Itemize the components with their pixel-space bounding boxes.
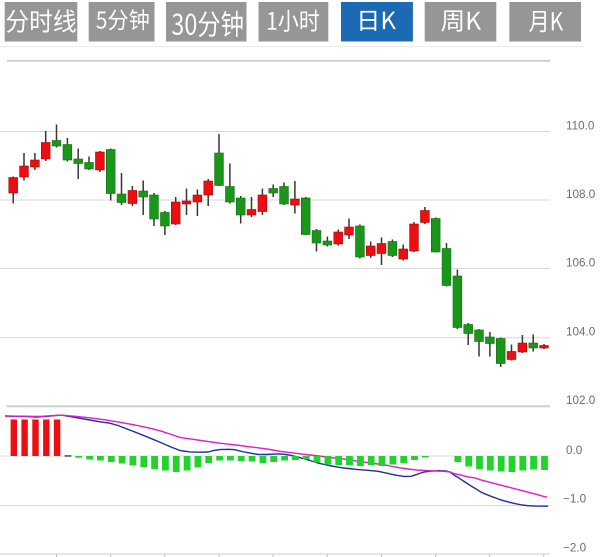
- svg-text:0.0: 0.0: [566, 444, 583, 457]
- svg-text:−1.0: −1.0: [563, 493, 587, 506]
- svg-text:106.0: 106.0: [566, 256, 596, 269]
- svg-text:104.0: 104.0: [566, 326, 596, 339]
- svg-text:108.0: 108.0: [566, 188, 596, 201]
- svg-text:−2.0: −2.0: [563, 542, 587, 555]
- svg-text:102.0: 102.0: [566, 394, 596, 407]
- svg-text:110.0: 110.0: [566, 119, 595, 132]
